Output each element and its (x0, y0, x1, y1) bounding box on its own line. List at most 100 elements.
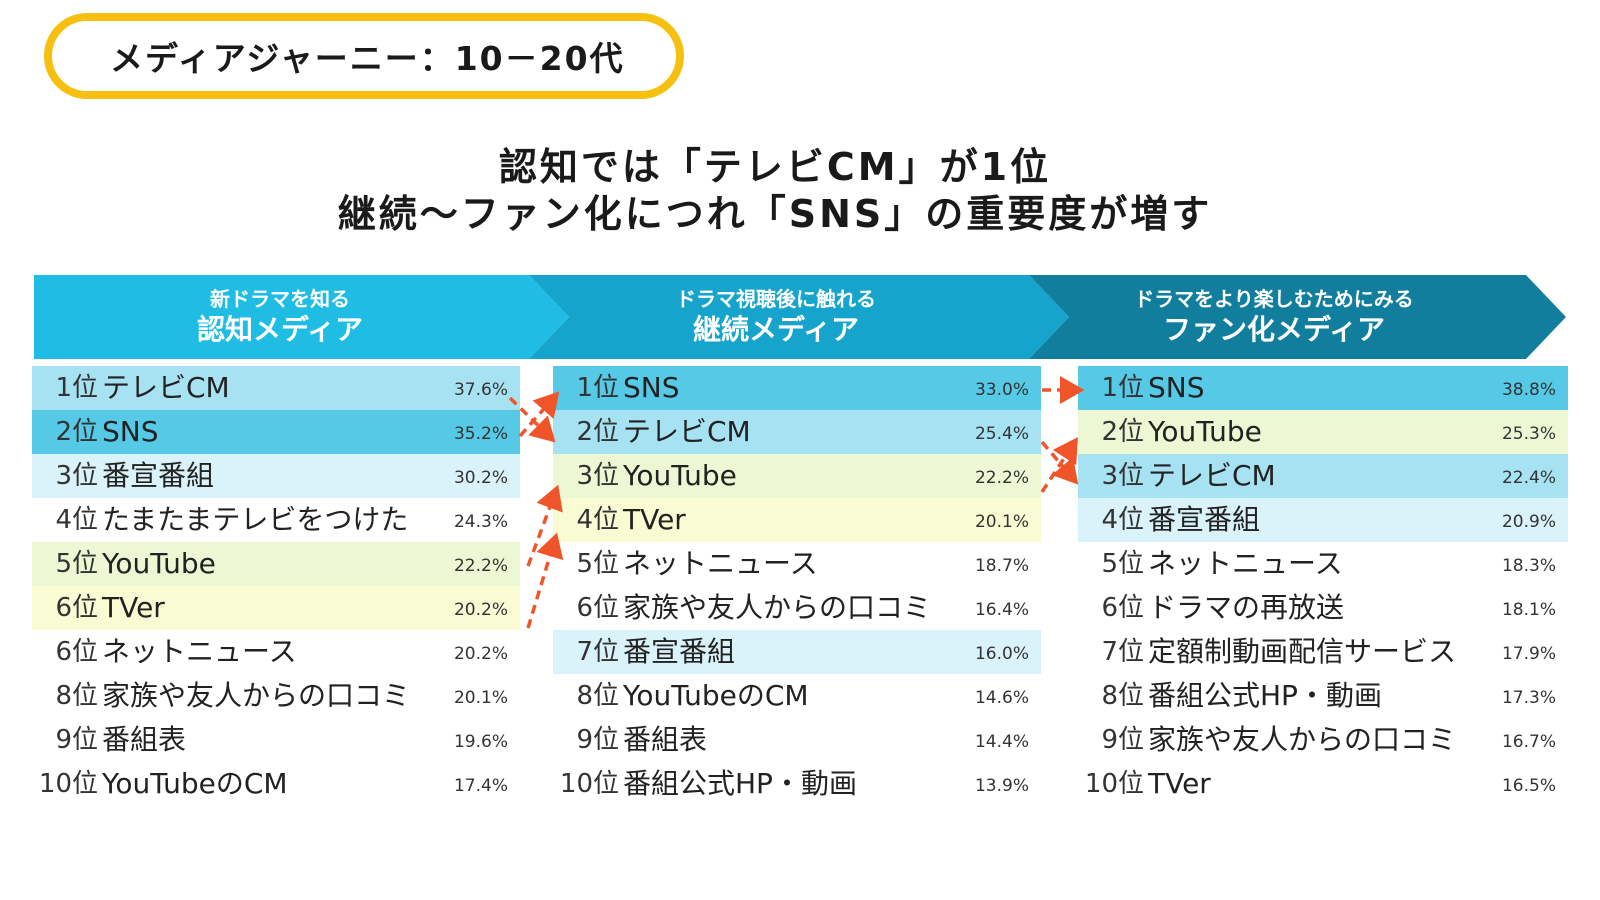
banner-segment-awareness (34, 275, 569, 359)
section-title-pill: メディアジャーニー：10－20代 (44, 13, 684, 99)
media-name: ネットニュース (1148, 547, 1343, 580)
media-name: YouTube (1148, 415, 1262, 448)
ranking-row: 5位 YouTube 22.2% (32, 542, 520, 586)
percentage-value: 16.7% (1501, 732, 1556, 752)
percentage-value: 17.9% (1501, 644, 1556, 664)
rank-label: 2位 (1101, 417, 1144, 447)
media-name: 番組公式HP・動画 (623, 767, 857, 800)
column-title: ファン化メディア (1162, 313, 1386, 346)
ranking-row: 1位 SNS 38.8% (1078, 366, 1568, 410)
banner-segment-fan (1029, 275, 1566, 359)
ranking-row: 7位 番宣番組 16.0% (553, 630, 1041, 674)
headline-line-1: 認知では「テレビCM」が1位 (498, 145, 1052, 189)
rank-label: 8位 (55, 681, 98, 711)
percentage-value: 14.4% (974, 732, 1029, 752)
media-name: 番組表 (102, 723, 187, 756)
media-journey-banner (34, 275, 1566, 359)
ranking-row: 4位 番宣番組 20.9% (1078, 498, 1568, 542)
ranking-row: 10位 YouTubeのCM 17.4% (32, 762, 520, 806)
ranking-row: 1位 テレビCM 37.6% (32, 366, 520, 410)
ranking-row: 9位 番組表 19.6% (32, 718, 520, 762)
rank-label: 1位 (55, 373, 98, 403)
ranking-row: 8位 番組公式HP・動画 17.3% (1078, 674, 1568, 718)
media-name: 定額制動画配信サービス (1148, 635, 1457, 668)
ranking-row: 9位 番組表 14.4% (553, 718, 1041, 762)
ranking-row: 2位 YouTube 25.3% (1078, 410, 1568, 454)
arrow-tver-up (526, 532, 564, 629)
rank-label: 7位 (1101, 637, 1144, 667)
percentage-value: 38.8% (1501, 380, 1556, 400)
rank-label: 5位 (55, 549, 98, 579)
rank-label: 4位 (1101, 505, 1144, 535)
rank-label: 4位 (55, 505, 98, 535)
rank-label: 8位 (1101, 681, 1144, 711)
rank-label: 6位 (55, 637, 98, 667)
percentage-value: 33.0% (974, 380, 1029, 400)
percentage-value: 18.7% (974, 556, 1029, 576)
percentage-value: 20.1% (974, 512, 1029, 532)
percentage-value: 16.0% (974, 644, 1029, 664)
rank-label: 6位 (576, 593, 619, 623)
ranking-row: 6位 ドラマの再放送 18.1% (1078, 586, 1568, 630)
rank-label: 3位 (55, 461, 98, 491)
rank-label: 5位 (576, 549, 619, 579)
ranking-row: 10位 番組公式HP・動画 13.9% (553, 762, 1041, 806)
media-name: ネットニュース (623, 547, 818, 580)
ranking-row: 6位 TVer 20.2% (32, 586, 520, 630)
percentage-value: 20.2% (453, 644, 508, 664)
rank-label: 1位 (1101, 373, 1144, 403)
media-name: SNS (1148, 371, 1205, 404)
rank-label: 1位 (576, 373, 619, 403)
ranking-row: 8位 家族や友人からの口コミ 20.1% (32, 674, 520, 718)
media-name: YouTube (102, 547, 216, 580)
media-name: 家族や友人からの口コミ (1148, 723, 1457, 756)
percentage-value: 20.9% (1501, 512, 1556, 532)
media-name: TVer (1148, 767, 1211, 800)
rank-label: 4位 (576, 505, 619, 535)
media-name: SNS (102, 415, 159, 448)
rank-label: 10位 (1084, 769, 1144, 799)
section-title: メディアジャーニー：10－20代 (110, 39, 625, 78)
rank-label: 6位 (1101, 593, 1144, 623)
column-title: 継続メディア (692, 313, 860, 346)
media-name: ドラマの再放送 (1148, 591, 1345, 624)
column-header-awareness: 新ドラマを知る 認知メディア (30, 286, 530, 348)
arrow-youtube-up-2 (1040, 437, 1078, 493)
arrow-tvcm-down-2 (1040, 440, 1079, 485)
media-name: 家族や友人からの口コミ (102, 679, 411, 712)
media-name: SNS (623, 371, 680, 404)
rank-label: 2位 (55, 417, 98, 447)
media-name: TVer (102, 591, 165, 624)
rank-label: 3位 (1101, 461, 1144, 491)
column-subtitle: ドラマ視聴後に触れる (676, 287, 876, 311)
column-title: 認知メディア (196, 313, 364, 346)
banner-segment-continuation (529, 275, 1069, 359)
column-header-fan: ドラマをより楽しむためにみる ファン化メディア (1024, 286, 1524, 348)
rank-label: 2位 (576, 417, 619, 447)
media-name: TVer (623, 503, 686, 536)
percentage-value: 20.2% (453, 600, 508, 620)
percentage-value: 25.3% (1501, 424, 1556, 444)
rank-label: 3位 (576, 461, 619, 491)
ranking-row: 6位 ネットニュース 20.2% (32, 630, 520, 674)
media-name: YouTubeのCM (623, 679, 809, 712)
percentage-value: 30.2% (453, 468, 508, 488)
rank-label: 10位 (38, 769, 98, 799)
ranking-row: 9位 家族や友人からの口コミ 16.7% (1078, 718, 1568, 762)
media-name: YouTube (623, 459, 737, 492)
media-name: たまたまテレビをつけた (102, 503, 409, 536)
ranking-row: 7位 定額制動画配信サービス 17.9% (1078, 630, 1568, 674)
ranking-row: 8位 YouTubeのCM 14.6% (553, 674, 1041, 718)
ranking-row: 1位 SNS 33.0% (553, 366, 1041, 410)
rank-label: 9位 (55, 725, 98, 755)
rank-label: 6位 (55, 593, 98, 623)
percentage-value: 22.4% (1501, 468, 1556, 488)
column-subtitle: ドラマをより楽しむためにみる (1134, 287, 1414, 311)
percentage-value: 14.6% (974, 688, 1029, 708)
percentage-value: 24.3% (453, 512, 508, 532)
ranking-list-awareness: 1位 テレビCM 37.6% 2位 SNS 35.2% 3位 番宣番組 30.2% 4位 たまたまテ… (32, 366, 520, 806)
media-name: 番宣番組 (1148, 503, 1261, 536)
headline-line-2: 継続～ファン化につれ「SNS」の重要度が増す (337, 192, 1213, 236)
ranking-list-continuation: 1位 SNS 33.0% 2位 テレビCM 25.4% 3位 YouTube 22.2% 4位 TV… (553, 366, 1041, 806)
percentage-value: 25.4% (974, 424, 1029, 444)
